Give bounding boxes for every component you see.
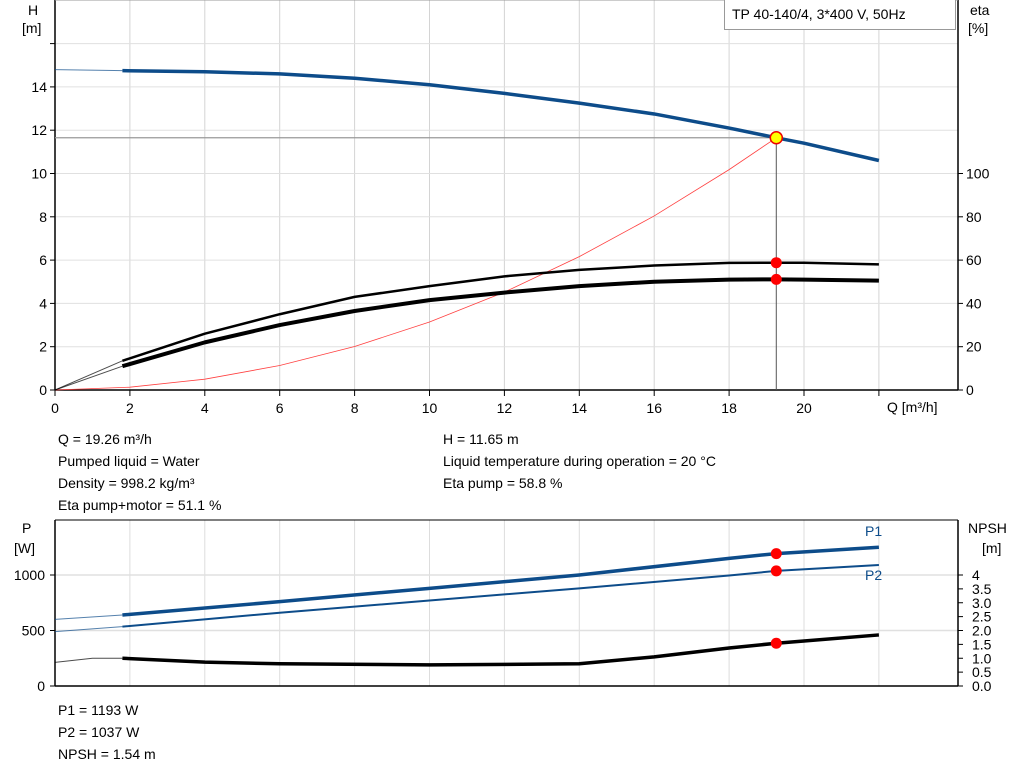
eta-total-curve-extrapolated <box>54 365 123 391</box>
y-tick-label: 6 <box>39 252 47 268</box>
y-tick-label: 0 <box>37 678 45 694</box>
info-p2: P2 = 1037 W <box>58 724 140 740</box>
npsh-curve <box>122 633 880 667</box>
p2-curve-extrapolated <box>54 626 123 633</box>
h-curve-extrapolated <box>54 69 123 72</box>
x-tick-label: 20 <box>796 400 812 416</box>
y2-tick-label: 3.0 <box>972 595 992 611</box>
y2-tick-label: 80 <box>966 209 982 225</box>
p-axis-unit: [W] <box>14 540 35 556</box>
y2-tick-label: 1.5 <box>972 636 992 652</box>
duty-point-npsh <box>770 637 782 649</box>
y2-tick-label: 2.5 <box>972 609 992 625</box>
info-npsh: NPSH = 1.54 m <box>58 746 156 762</box>
x-tick-label: 18 <box>721 400 737 416</box>
x-tick-label: 12 <box>497 400 513 416</box>
info-eta-pump: Eta pump = 58.8 % <box>443 475 563 491</box>
y2-tick-label: 0 <box>966 382 974 398</box>
info-liquid: Pumped liquid = Water <box>58 453 200 469</box>
eta-pump-curve <box>122 261 879 362</box>
info-h: H = 11.65 m <box>443 431 519 447</box>
chart-title: TP 40-140/4, 3*400 V, 50Hz <box>724 0 956 30</box>
y-tick-label: 10 <box>31 166 47 182</box>
p-axis-label: P <box>22 520 32 536</box>
x-tick-label: 8 <box>351 400 359 416</box>
y2-tick-label: 0.5 <box>972 664 992 680</box>
npsh-axis-label: NPSH <box>968 520 1007 536</box>
x-tick-label: 14 <box>572 400 588 416</box>
y2-tick-label: 4 <box>972 567 980 583</box>
info-p1: P1 = 1193 W <box>58 702 139 718</box>
eta-total-curve <box>121 277 879 369</box>
y2-tick-label: 1.0 <box>972 650 992 666</box>
y-tick-label: 4 <box>39 295 47 311</box>
y-tick-label: 12 <box>31 122 47 138</box>
eta-pump-curve-extrapolated <box>54 360 123 391</box>
x-tick-label: 6 <box>276 400 284 416</box>
duty-point-p2 <box>770 565 782 577</box>
system-curve <box>54 137 777 391</box>
h-curve <box>122 68 880 163</box>
y2-tick-label: 0.0 <box>972 678 992 694</box>
q-axis-label: Q [m³/h] <box>887 399 938 415</box>
info-density: Density = 998.2 kg/m³ <box>58 475 195 491</box>
y2-tick-label: 40 <box>966 295 982 311</box>
y-tick-label: 14 <box>31 79 47 95</box>
x-tick-label: 4 <box>201 400 209 416</box>
y-tick-label: 8 <box>39 209 47 225</box>
duty-point-eta-total <box>770 273 782 285</box>
npsh-axis-unit: [m] <box>982 540 1002 556</box>
duty-point-h <box>769 131 784 145</box>
y2-tick-label: 20 <box>966 339 982 355</box>
y2-tick-label: 100 <box>966 166 990 182</box>
y2-tick-label: 2.0 <box>972 623 992 639</box>
info-q: Q = 19.26 m³/h <box>58 431 152 447</box>
y2-tick-label: 60 <box>966 252 982 268</box>
p1-curve-extrapolated <box>54 614 123 620</box>
eta-axis-label: eta <box>970 2 990 18</box>
p2-curve-label: P2 <box>865 567 883 583</box>
y-tick-label: 2 <box>39 339 47 355</box>
x-tick-label: 16 <box>646 400 662 416</box>
p1-curve <box>122 545 880 617</box>
y2-tick-label: 3.5 <box>972 581 992 597</box>
y-tick-label: 1000 <box>14 567 45 583</box>
h-axis-unit: [m] <box>22 20 42 36</box>
x-tick-label: 10 <box>422 400 438 416</box>
duty-point-p1 <box>770 548 782 560</box>
info-temp: Liquid temperature during operation = 20… <box>443 453 716 469</box>
p1-curve-label: P1 <box>865 523 883 539</box>
eta-axis-unit: [%] <box>968 20 989 36</box>
info-eta-total: Eta pump+motor = 51.1 % <box>58 497 222 513</box>
duty-point-eta-pump <box>770 257 782 269</box>
x-tick-label: 0 <box>51 400 59 416</box>
npsh-curve-extrapolated <box>54 657 123 663</box>
y-tick-label: 0 <box>39 382 47 398</box>
h-axis-label: H <box>28 2 39 18</box>
x-tick-label: 2 <box>126 400 134 416</box>
y-tick-label: 500 <box>22 623 46 639</box>
